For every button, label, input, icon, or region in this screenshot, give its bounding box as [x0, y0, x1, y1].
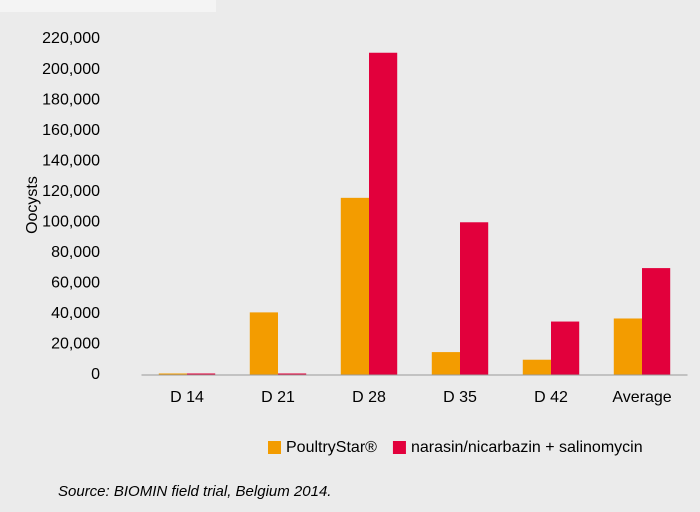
y-tick-label: 160,000 [42, 122, 100, 139]
bar [460, 222, 489, 375]
y-tick-label: 120,000 [42, 183, 100, 200]
legend-swatch [392, 441, 406, 454]
bar [369, 52, 398, 375]
bar [340, 197, 369, 375]
bar [522, 359, 551, 375]
y-tick-label: 180,000 [42, 91, 100, 108]
bar [187, 373, 216, 375]
bar [158, 373, 187, 375]
y-tick-label: 140,000 [42, 152, 100, 169]
y-tick-label: 220,000 [42, 30, 100, 47]
y-tick-label: 60,000 [51, 275, 100, 292]
top-strip [0, 0, 216, 12]
bar [249, 312, 278, 375]
bar [613, 318, 642, 375]
bar [551, 321, 580, 375]
bar [278, 373, 307, 375]
bar [431, 352, 460, 375]
y-tick-label: 0 [91, 366, 100, 383]
y-tick-label: 40,000 [51, 305, 100, 322]
x-tick-label: Average [612, 389, 671, 406]
x-tick-label: D 42 [534, 389, 568, 406]
y-axis-label: Oocysts [24, 176, 41, 234]
legend-label: narasin/nicarbazin + salinomycin [411, 439, 643, 456]
legend-swatch [268, 441, 281, 454]
x-tick-label: D 14 [170, 389, 204, 406]
source: Source: BIOMIN field trial, Belgium 2014… [58, 483, 331, 500]
x-tick-label: D 35 [443, 389, 477, 406]
y-tick-label: 80,000 [51, 244, 100, 261]
legend-label: PoultryStar® [286, 439, 377, 456]
bar [642, 268, 671, 375]
y-tick-label: 200,000 [42, 61, 100, 78]
y-tick-label: 100,000 [42, 213, 100, 230]
y-tick-label: 20,000 [51, 336, 100, 353]
x-tick-label: D 28 [352, 389, 386, 406]
x-tick-label: D 21 [261, 389, 295, 406]
